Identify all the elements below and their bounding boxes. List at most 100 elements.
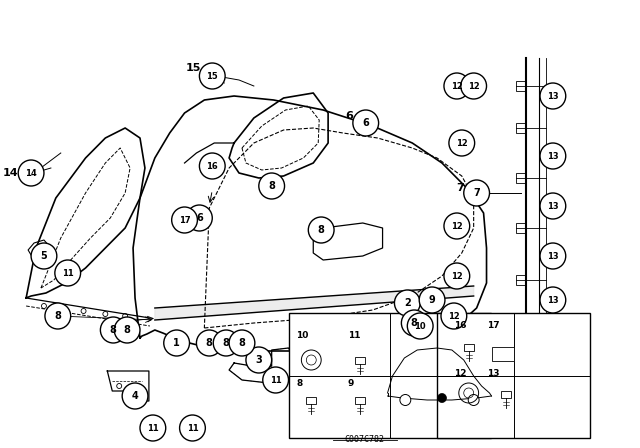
Text: 15: 15 xyxy=(206,72,218,81)
Text: 11: 11 xyxy=(348,331,360,340)
Bar xyxy=(516,313,526,323)
Text: 9: 9 xyxy=(348,379,355,388)
Bar xyxy=(516,173,526,183)
Circle shape xyxy=(401,310,427,336)
Text: 12: 12 xyxy=(451,271,463,280)
FancyBboxPatch shape xyxy=(492,347,515,361)
Text: 13: 13 xyxy=(547,296,559,305)
Circle shape xyxy=(400,395,411,405)
Text: 8: 8 xyxy=(296,379,303,388)
Circle shape xyxy=(186,205,212,231)
Text: 6: 6 xyxy=(362,118,369,128)
Text: 8: 8 xyxy=(110,325,116,335)
Circle shape xyxy=(468,395,479,405)
Circle shape xyxy=(449,130,475,156)
Text: 3: 3 xyxy=(255,355,262,365)
Circle shape xyxy=(540,243,566,269)
Circle shape xyxy=(140,415,166,441)
Text: 8: 8 xyxy=(54,311,61,321)
Circle shape xyxy=(444,73,470,99)
Circle shape xyxy=(419,287,445,313)
Text: 15: 15 xyxy=(186,63,202,73)
Text: 12: 12 xyxy=(448,311,460,320)
Circle shape xyxy=(308,217,334,243)
FancyBboxPatch shape xyxy=(355,397,365,404)
Text: 8: 8 xyxy=(317,225,324,235)
Text: 4: 4 xyxy=(132,391,138,401)
Circle shape xyxy=(540,83,566,109)
Text: 10: 10 xyxy=(296,331,309,340)
Text: 12: 12 xyxy=(451,82,463,90)
Circle shape xyxy=(461,73,486,99)
Text: 11: 11 xyxy=(62,268,74,277)
Text: 11: 11 xyxy=(187,423,198,432)
Circle shape xyxy=(213,330,239,356)
Text: 16: 16 xyxy=(206,161,218,171)
Circle shape xyxy=(180,415,205,441)
Circle shape xyxy=(263,367,289,393)
Text: 16: 16 xyxy=(454,321,467,330)
Text: 5: 5 xyxy=(40,251,47,261)
Bar xyxy=(516,223,526,233)
Text: 17: 17 xyxy=(486,321,499,330)
Text: 6: 6 xyxy=(196,213,203,223)
Circle shape xyxy=(200,63,225,89)
FancyBboxPatch shape xyxy=(437,313,591,438)
Text: 8: 8 xyxy=(411,318,418,328)
Polygon shape xyxy=(155,286,474,320)
Bar xyxy=(516,275,526,285)
Text: 9: 9 xyxy=(429,295,435,305)
Text: 7: 7 xyxy=(456,183,464,193)
Circle shape xyxy=(55,260,81,286)
Circle shape xyxy=(172,207,197,233)
Circle shape xyxy=(540,193,566,219)
Text: 8: 8 xyxy=(239,338,245,348)
Bar xyxy=(401,298,410,308)
Circle shape xyxy=(444,213,470,239)
Bar xyxy=(516,123,526,133)
Circle shape xyxy=(464,180,490,206)
Text: 11: 11 xyxy=(270,375,282,384)
FancyBboxPatch shape xyxy=(307,397,316,404)
FancyBboxPatch shape xyxy=(464,344,474,351)
Circle shape xyxy=(18,160,44,186)
Circle shape xyxy=(394,290,420,316)
Text: 13: 13 xyxy=(547,151,559,160)
Text: 1: 1 xyxy=(173,338,180,348)
Text: 12: 12 xyxy=(454,369,467,378)
FancyBboxPatch shape xyxy=(501,391,511,398)
Text: 8: 8 xyxy=(223,338,230,348)
Text: 14: 14 xyxy=(25,168,37,177)
Text: 2: 2 xyxy=(404,298,411,308)
Circle shape xyxy=(246,347,271,373)
Text: 13: 13 xyxy=(486,369,499,378)
Text: C007C782: C007C782 xyxy=(345,435,385,444)
Circle shape xyxy=(353,110,379,136)
Text: 14: 14 xyxy=(3,168,18,178)
Text: 6: 6 xyxy=(345,111,353,121)
Text: 7: 7 xyxy=(473,188,480,198)
Circle shape xyxy=(438,393,447,402)
FancyBboxPatch shape xyxy=(289,313,492,438)
Circle shape xyxy=(441,303,467,329)
Text: 13: 13 xyxy=(547,91,559,100)
Circle shape xyxy=(229,330,255,356)
Circle shape xyxy=(196,330,222,356)
Text: 8: 8 xyxy=(124,325,131,335)
Circle shape xyxy=(200,153,225,179)
Bar xyxy=(516,81,526,91)
Text: 12: 12 xyxy=(468,82,479,90)
Text: 12: 12 xyxy=(451,221,463,231)
FancyBboxPatch shape xyxy=(355,357,365,364)
Text: 13: 13 xyxy=(547,202,559,211)
Circle shape xyxy=(31,243,57,269)
Text: 11: 11 xyxy=(147,423,159,432)
Text: 8: 8 xyxy=(268,181,275,191)
Circle shape xyxy=(407,313,433,339)
Circle shape xyxy=(444,263,470,289)
Circle shape xyxy=(540,143,566,169)
Circle shape xyxy=(164,330,189,356)
Circle shape xyxy=(115,317,140,343)
Circle shape xyxy=(259,173,285,199)
Circle shape xyxy=(45,303,70,329)
